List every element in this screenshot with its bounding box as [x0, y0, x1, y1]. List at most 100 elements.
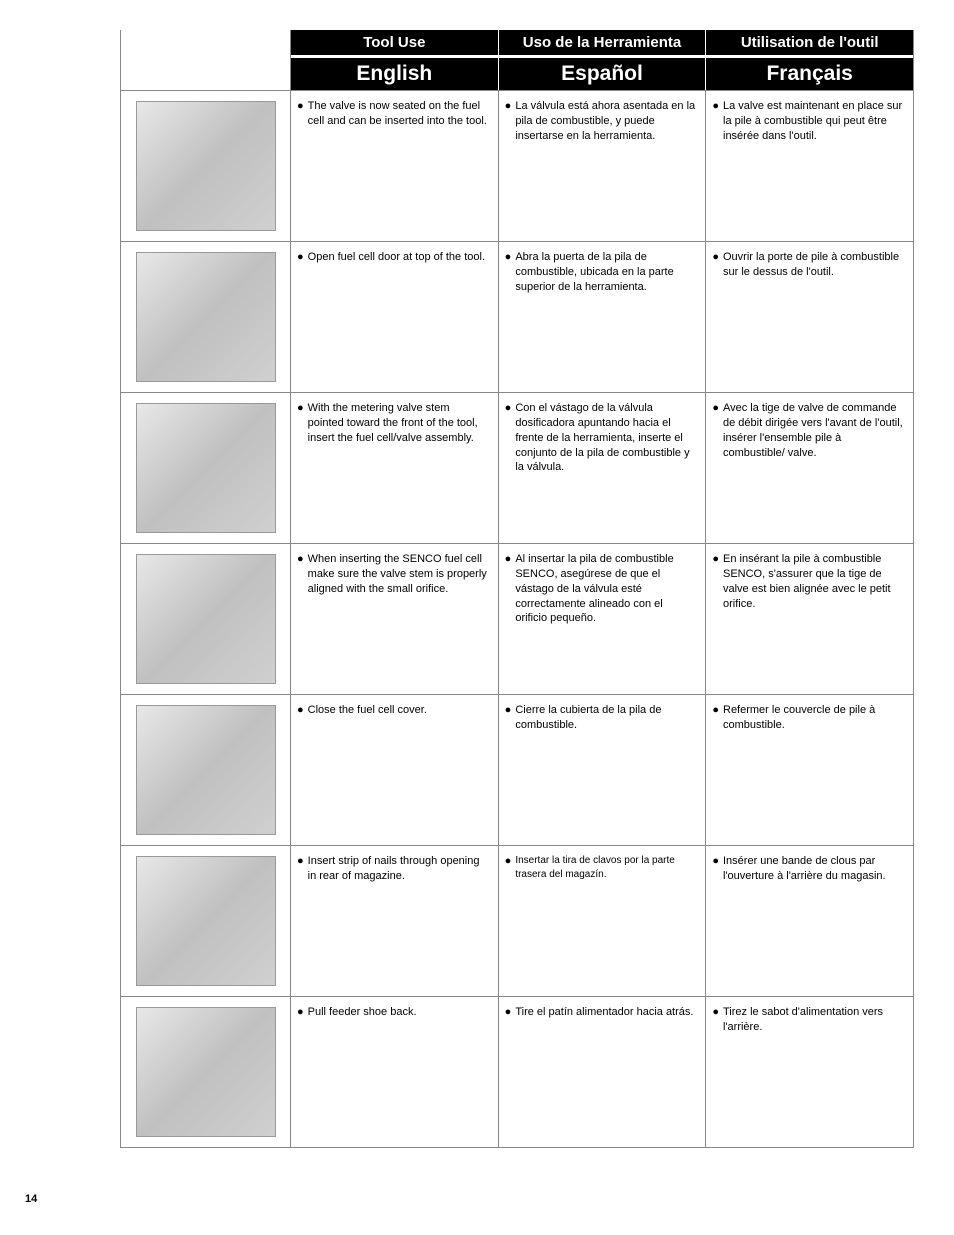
page-number: 14	[25, 1193, 37, 1205]
rows-container: ● The valve is now seated on the fuel cel…	[121, 90, 913, 1147]
bullet-icon: ●	[712, 401, 719, 416]
text-cell-en: ● The valve is now seated on the fuel cel…	[291, 91, 499, 241]
title-uso: Uso de la Herramienta	[499, 30, 707, 55]
bullet-icon: ●	[505, 703, 512, 718]
bullet-icon: ●	[297, 401, 304, 416]
illustration-cell	[121, 242, 291, 392]
bullet-icon: ●	[505, 552, 512, 567]
illustration-placeholder	[136, 554, 276, 684]
text-cell-fr: ●La valve est maintenant en place sur la…	[706, 91, 913, 241]
text-cell-en: ● Insert strip of nails through opening i…	[291, 846, 499, 996]
text-cell-es: ●Cierre la cubierta de la pila de combus…	[499, 695, 707, 845]
illustration-cell	[121, 91, 291, 241]
instruction-row: ● The valve is now seated on the fuel cel…	[121, 90, 913, 241]
instruction-text-es: Cierre la cubierta de la pila de combust…	[515, 703, 695, 733]
text-cell-es: ●Insertar la tira de clavos por la parte…	[499, 846, 707, 996]
header-titles-1: Tool Use Uso de la Herramienta Utilisati…	[291, 30, 913, 55]
bullet-icon: ●	[712, 99, 719, 114]
title-tool-use: Tool Use	[291, 30, 499, 55]
bullet-icon: ●	[505, 1005, 512, 1020]
instruction-text-es: Al insertar la pila de combustible SENCO…	[515, 552, 695, 626]
text-columns: ● The valve is now seated on the fuel cel…	[291, 91, 913, 241]
illustration-placeholder	[136, 1007, 276, 1137]
header-img-spacer-2	[121, 58, 291, 90]
text-cell-fr: ● Avec la tige de valve de commande de dé…	[706, 393, 913, 543]
bullet-icon: ●	[712, 250, 719, 265]
bullet-icon: ●	[712, 703, 719, 718]
bullet-icon: ●	[297, 1005, 304, 1020]
bullet-icon: ●	[297, 703, 304, 718]
text-columns: ● With the metering valve stem pointed to…	[291, 393, 913, 543]
text-cell-es: ●Con el vástago de la válvula dosificado…	[499, 393, 707, 543]
illustration-placeholder	[136, 705, 276, 835]
bullet-icon: ●	[712, 1005, 719, 1020]
illustration-cell	[121, 695, 291, 845]
title-espanol: Español	[499, 58, 707, 90]
text-columns: ●Close the fuel cell cover.●Cierre la cu…	[291, 695, 913, 845]
text-cell-es: ●La válvula está ahora asentada en la pi…	[499, 91, 707, 241]
instruction-text-en: Open fuel cell door at top of the tool.	[308, 250, 488, 265]
bullet-icon: ●	[712, 552, 719, 567]
text-cell-es: ●Al insertar la pila de combustible SENC…	[499, 544, 707, 694]
title-english: English	[291, 58, 499, 90]
instruction-row: ● Insert strip of nails through opening i…	[121, 845, 913, 996]
instruction-text-fr: Insérer une bande de clous par l'ouvertu…	[723, 854, 903, 884]
text-cell-en: ● With the metering valve stem pointed to…	[291, 393, 499, 543]
instruction-text-es: Abra la puerta de la pila de combustible…	[515, 250, 695, 295]
bullet-icon: ●	[505, 401, 512, 416]
instruction-row: ● With the metering valve stem pointed to…	[121, 392, 913, 543]
header-titles-2: English Español Français	[291, 58, 913, 90]
illustration-placeholder	[136, 252, 276, 382]
title-utilisation: Utilisation de l'outil	[706, 30, 913, 55]
instruction-text-fr: Tirez le sabot d'alimentation vers l'arr…	[723, 1005, 903, 1035]
text-cell-en: ● Open fuel cell door at top of the tool.	[291, 242, 499, 392]
text-columns: ● Open fuel cell door at top of the tool.…	[291, 242, 913, 392]
instruction-text-en: With the metering valve stem pointed tow…	[308, 401, 488, 446]
illustration-cell	[121, 544, 291, 694]
text-columns: ● When inserting the SENCO fuel cell make…	[291, 544, 913, 694]
instruction-text-fr: En insérant la pile à combustible SENCO,…	[723, 552, 903, 611]
instruction-text-es: Con el vástago de la válvula dosificador…	[515, 401, 695, 475]
text-cell-en: ● Close the fuel cell cover.	[291, 695, 499, 845]
text-cell-fr: ● Ouvrir la porte de pile à combustible s…	[706, 242, 913, 392]
bullet-icon: ●	[297, 854, 304, 869]
illustration-placeholder	[136, 101, 276, 231]
illustration-cell	[121, 393, 291, 543]
instruction-table: Tool Use Uso de la Herramienta Utilisati…	[120, 30, 914, 1148]
instruction-text-en: The valve is now seated on the fuel cell…	[308, 99, 488, 129]
illustration-placeholder	[136, 856, 276, 986]
illustration-placeholder	[136, 403, 276, 533]
instruction-text-en: When inserting the SENCO fuel cell make …	[308, 552, 488, 597]
illustration-cell	[121, 846, 291, 996]
bullet-icon: ●	[505, 250, 512, 265]
illustration-cell	[121, 997, 291, 1147]
bullet-icon: ●	[712, 854, 719, 869]
text-cell-fr: ● Insérer une bande de clous par l'ouvert…	[706, 846, 913, 996]
header-row-2: English Español Français	[121, 58, 913, 90]
bullet-icon: ●	[505, 854, 512, 869]
instruction-text-fr: Avec la tige de valve de commande de déb…	[723, 401, 903, 460]
instruction-text-en: Pull feeder shoe back.	[308, 1005, 488, 1020]
instruction-text-fr: Refermer le couvercle de pile à combusti…	[723, 703, 903, 733]
text-cell-fr: ● En insérant la pile à combustible SENCO…	[706, 544, 913, 694]
title-francais: Français	[706, 58, 913, 90]
instruction-row: ●Pull feeder shoe back.●Tire el patín al…	[121, 996, 913, 1147]
bullet-icon: ●	[297, 99, 304, 114]
text-columns: ●Pull feeder shoe back.●Tire el patín al…	[291, 997, 913, 1147]
instruction-text-es: Tire el patín alimentador hacia atrás.	[515, 1005, 695, 1020]
text-cell-en: ● When inserting the SENCO fuel cell make…	[291, 544, 499, 694]
instruction-text-fr: Ouvrir la porte de pile à combustible su…	[723, 250, 903, 280]
instruction-text-en: Close the fuel cell cover.	[308, 703, 488, 718]
instruction-row: ●Close the fuel cell cover.●Cierre la cu…	[121, 694, 913, 845]
instruction-text-en: Insert strip of nails through opening in…	[308, 854, 488, 884]
text-cell-es: ●Tire el patín alimentador hacia atrás.	[499, 997, 707, 1147]
text-cell-es: ●Abra la puerta de la pila de combustibl…	[499, 242, 707, 392]
instruction-text-es: La válvula está ahora asentada en la pil…	[515, 99, 695, 144]
bullet-icon: ●	[297, 250, 304, 265]
bullet-icon: ●	[297, 552, 304, 567]
header-row-1: Tool Use Uso de la Herramienta Utilisati…	[121, 30, 913, 55]
bullet-icon: ●	[505, 99, 512, 114]
instruction-row: ● When inserting the SENCO fuel cell make…	[121, 543, 913, 694]
instruction-text-es: Insertar la tira de clavos por la parte …	[515, 854, 695, 881]
text-cell-en: ● Pull feeder shoe back.	[291, 997, 499, 1147]
